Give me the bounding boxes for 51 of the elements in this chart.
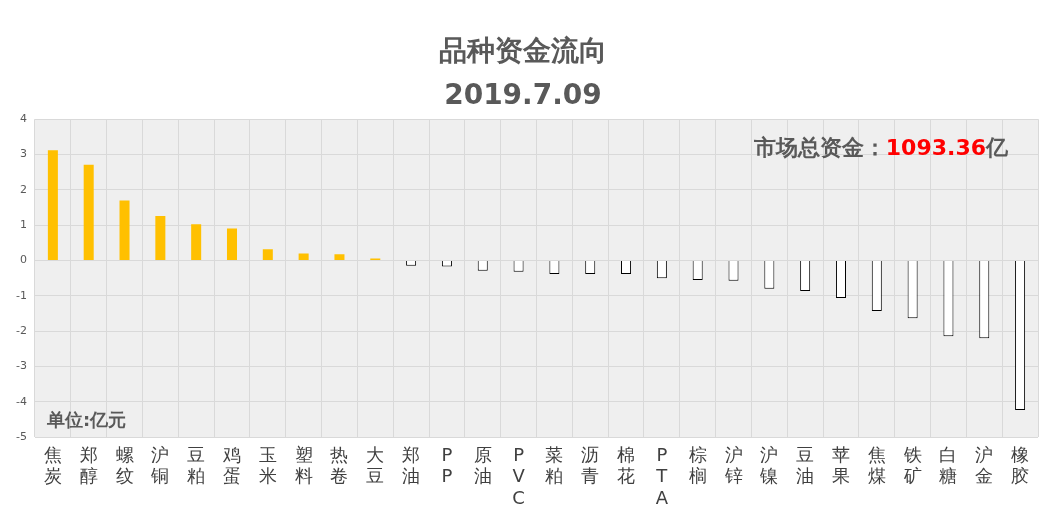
bar [334, 254, 345, 261]
x-tick-label: PP [441, 443, 453, 487]
x-tick-label: 焦煤 [867, 443, 886, 487]
x-tick-label: 大豆 [366, 443, 385, 487]
y-tick-label: -5 [16, 430, 27, 444]
x-tick-label: 沥青 [581, 443, 600, 487]
annotation: 单位:亿元 [45, 408, 127, 430]
y-tick-label: 1 [19, 218, 27, 232]
y-tick-label: 4 [19, 112, 27, 126]
bar [155, 216, 166, 261]
bar [47, 150, 58, 261]
x-tick-label: 塑料 [294, 443, 313, 487]
y-tick-label: 2 [19, 182, 27, 196]
x-tick-label: PVC [512, 443, 526, 508]
bar [191, 224, 202, 261]
x-tick-label: 郑油 [402, 443, 421, 487]
y-tick-label: -1 [16, 288, 27, 302]
x-tick-label: 热卷 [330, 443, 349, 487]
x-tick-label: 橡胶 [1011, 443, 1030, 487]
x-tick-label: 菜粕 [545, 443, 564, 487]
x-tick-label: 棉花 [617, 443, 636, 487]
x-tick-label: 苹果 [831, 443, 850, 487]
y-tick-label: -4 [16, 394, 27, 408]
y-tick-label: 3 [19, 147, 27, 161]
x-tick-label: 棕榈 [688, 443, 707, 487]
y-tick-label: -3 [16, 359, 27, 373]
bar [226, 228, 238, 261]
bar [119, 200, 130, 261]
x-tick-label: 沪铜 [150, 443, 170, 487]
x-tick-label: 豆粕 [187, 443, 206, 487]
x-tick-label: 铁矿 [902, 443, 922, 487]
chart-subtitle: 2019.7.09 [444, 77, 602, 111]
bar [298, 253, 309, 261]
x-tick-label: 螺纹 [115, 443, 134, 487]
x-tick-label: 白糖 [939, 443, 958, 487]
x-tick-label: 沪金 [975, 443, 994, 487]
y-tick-label: 0 [19, 253, 27, 267]
x-tick-label: 沪锌 [723, 443, 743, 487]
bar [83, 164, 94, 261]
x-tick-label: 焦炭 [43, 443, 62, 487]
y-tick-label: -2 [16, 324, 27, 338]
x-tick-label: PTA [655, 443, 669, 508]
x-tick-label: 鸡蛋 [221, 443, 241, 487]
x-tick-label: 豆油 [796, 443, 815, 487]
x-tick-label: 原油 [473, 443, 492, 487]
annotation: 市场总资金：1093.36亿 [752, 134, 1009, 160]
x-tick-label: 郑醇 [79, 443, 98, 487]
x-tick-label: 玉米 [258, 443, 277, 487]
x-tick-label: 沪镍 [759, 443, 779, 487]
chart-title: 品种资金流向 [439, 34, 607, 68]
bar [262, 249, 273, 261]
